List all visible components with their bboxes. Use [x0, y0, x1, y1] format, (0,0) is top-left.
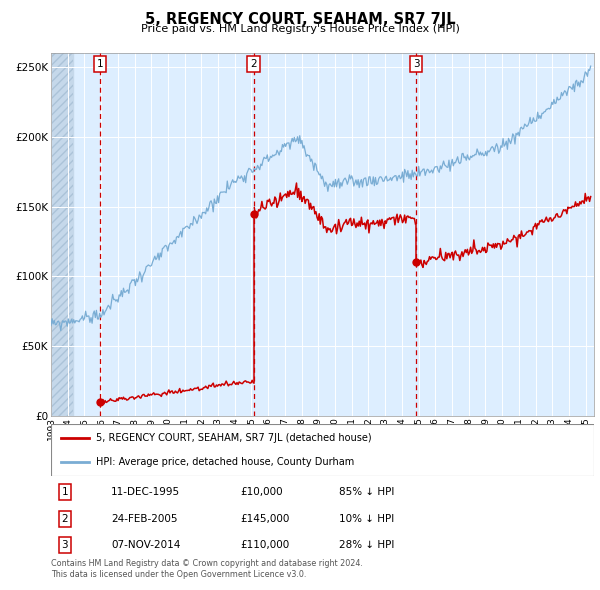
Text: Contains HM Land Registry data © Crown copyright and database right 2024.: Contains HM Land Registry data © Crown c…	[51, 559, 363, 568]
Text: 10% ↓ HPI: 10% ↓ HPI	[339, 514, 394, 523]
Text: £110,000: £110,000	[240, 540, 289, 550]
Text: 28% ↓ HPI: 28% ↓ HPI	[339, 540, 394, 550]
Text: 11-DEC-1995: 11-DEC-1995	[111, 487, 180, 497]
Text: 2: 2	[250, 59, 257, 69]
Text: 24-FEB-2005: 24-FEB-2005	[111, 514, 178, 523]
Text: £145,000: £145,000	[240, 514, 289, 523]
Text: 1: 1	[97, 59, 103, 69]
Bar	[51, 53, 73, 416]
Text: This data is licensed under the Open Government Licence v3.0.: This data is licensed under the Open Gov…	[51, 571, 307, 579]
Text: 1: 1	[61, 487, 68, 497]
Text: 85% ↓ HPI: 85% ↓ HPI	[339, 487, 394, 497]
Text: 5, REGENCY COURT, SEAHAM, SR7 7JL: 5, REGENCY COURT, SEAHAM, SR7 7JL	[145, 12, 455, 27]
Text: 5, REGENCY COURT, SEAHAM, SR7 7JL (detached house): 5, REGENCY COURT, SEAHAM, SR7 7JL (detac…	[95, 433, 371, 443]
Text: Price paid vs. HM Land Registry's House Price Index (HPI): Price paid vs. HM Land Registry's House …	[140, 24, 460, 34]
Text: £10,000: £10,000	[240, 487, 283, 497]
Text: 07-NOV-2014: 07-NOV-2014	[111, 540, 181, 550]
Text: 2: 2	[61, 514, 68, 523]
Text: 3: 3	[413, 59, 419, 69]
Text: HPI: Average price, detached house, County Durham: HPI: Average price, detached house, Coun…	[95, 457, 354, 467]
Text: 3: 3	[61, 540, 68, 550]
FancyBboxPatch shape	[51, 424, 594, 476]
Bar	[51, 53, 73, 416]
